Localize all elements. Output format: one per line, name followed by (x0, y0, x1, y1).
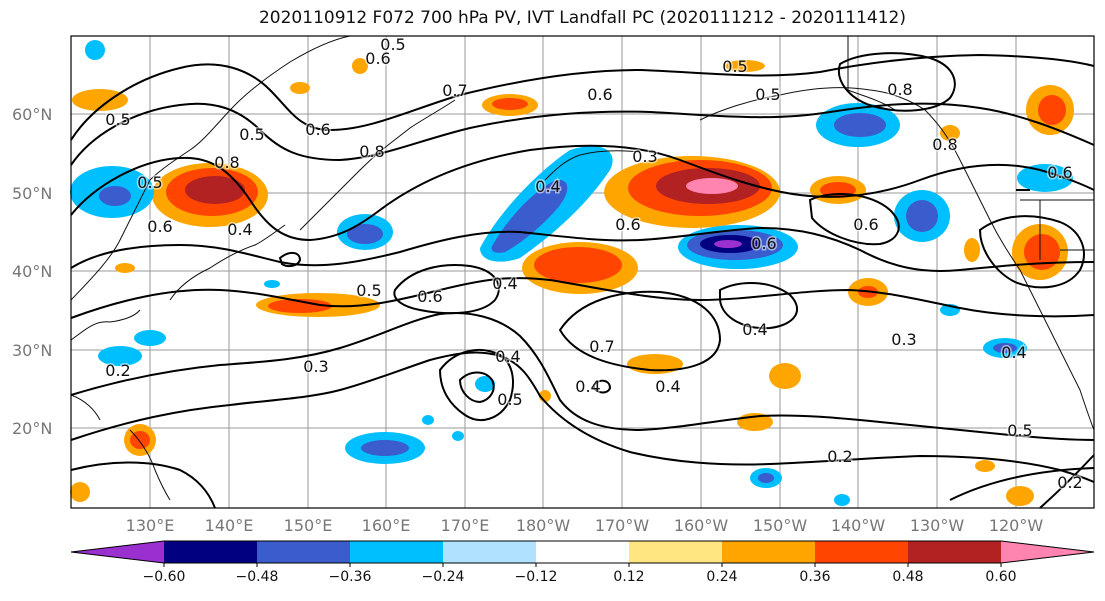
colorbar-segment (722, 541, 816, 563)
colorbar-tick-label: −0.48 (236, 569, 279, 585)
contour-label: 0.3 (891, 330, 916, 349)
gridlines (71, 36, 1094, 508)
lon-label-160w: 160°W (674, 516, 729, 535)
colorbar-segment (815, 541, 909, 563)
contour-label: 0.7 (589, 337, 614, 356)
colorbar-segment (71, 541, 164, 563)
colorbar-segment (536, 541, 630, 563)
contour-label: 0.8 (214, 153, 239, 172)
lon-label-140e: 140°E (205, 516, 254, 535)
contour-label: 0.6 (853, 215, 878, 234)
colorbar-tick-label: −0.36 (329, 569, 372, 585)
contour-label: 0.6 (615, 215, 640, 234)
lon-label-130w: 130°W (910, 516, 965, 535)
colorbar-segment (908, 541, 1002, 563)
contour-label: 0.4 (495, 347, 520, 366)
contour-label: 0.6 (751, 234, 776, 253)
latitude-labels: 60°N 50°N 40°N 30°N 20°N (12, 105, 52, 438)
map-title: 2020110912 F072 700 hPa PV, IVT Landfall… (258, 8, 906, 28)
colorbar-tick-label: −0.60 (143, 569, 186, 585)
lat-label-20n: 20°N (12, 419, 52, 438)
contour-label: 0.6 (1047, 163, 1072, 182)
lon-label-170e: 170°E (441, 516, 490, 535)
contour-label: 0.6 (365, 49, 390, 68)
lon-label-180w: 180°W (516, 516, 571, 535)
pv-contours (70, 52, 1095, 509)
lon-label-150e: 150°E (284, 516, 333, 535)
contour-label: 0.6 (147, 217, 172, 236)
contour-labels: 0.50.60.70.50.80.50.60.8 0.30.40.60.50.6 0… (104, 34, 1084, 494)
contour-label: 0.8 (932, 135, 957, 154)
contour-label: 0.6 (417, 287, 442, 306)
colorbar-tick-label: 0.36 (799, 569, 830, 585)
lon-label-140w: 140°W (831, 516, 886, 535)
contour-label: 0.6 (587, 85, 612, 104)
contour-label: 0.3 (303, 357, 328, 376)
colorbar-tick-label: 0.24 (706, 569, 737, 585)
contour-label: 0.7 (442, 81, 467, 100)
colorbar-segment (164, 541, 258, 563)
colorbar-tick-label: 0.48 (892, 569, 923, 585)
map-frame (70, 35, 1095, 509)
colorbar-segment (629, 541, 723, 563)
contour-label: 0.8 (887, 80, 912, 99)
contour-label: 0.5 (105, 110, 130, 129)
contour-label: 0.2 (105, 361, 130, 380)
colorbar-tick-label: −0.24 (422, 569, 465, 585)
lon-label-170w: 170°W (595, 516, 650, 535)
contour-label: 0.4 (227, 220, 252, 239)
colorbar-tick-label: 0.12 (613, 569, 644, 585)
contour-label: 0.4 (655, 377, 680, 396)
contour-label: 0.5 (722, 57, 747, 76)
colorbar-segment (1001, 541, 1094, 563)
lon-label-150w: 150°W (753, 516, 808, 535)
contour-label: 0.6 (305, 120, 330, 139)
lat-label-30n: 30°N (12, 341, 52, 360)
colorbar-segment (257, 541, 351, 563)
longitude-labels: 130°E 140°E 150°E 160°E 170°E 180°W 170°… (126, 516, 1044, 535)
colorbar-tick-label: −0.12 (515, 569, 558, 585)
colorbar-tick-label: 0.60 (985, 569, 1016, 585)
contour-label: 0.5 (356, 281, 381, 300)
contour-label: 0.3 (632, 147, 657, 166)
contour-label: 0.4 (742, 320, 767, 339)
colorbar-ticks: −0.60 −0.48 −0.36 −0.24 −0.12 0.12 0.24 0.36 0.4… (143, 563, 1017, 585)
lon-label-160e: 160°E (362, 516, 411, 535)
lon-label-120w: 120°W (989, 516, 1044, 535)
colorbar (70, 540, 1095, 564)
contour-label: 0.5 (239, 125, 264, 144)
contour-label: 0.4 (1001, 343, 1026, 362)
lat-label-50n: 50°N (12, 184, 52, 203)
contour-label: 0.4 (492, 274, 517, 293)
contour-label: 0.5 (755, 85, 780, 104)
contour-label: 0.5 (380, 35, 405, 54)
colorbar-segment (350, 541, 444, 563)
colorbar-segment (443, 541, 537, 563)
contour-label: 0.4 (575, 377, 600, 396)
lon-label-130e: 130°E (126, 516, 175, 535)
contour-label: 0.5 (1007, 421, 1032, 440)
lat-label-60n: 60°N (12, 105, 52, 124)
contour-label: 0.5 (497, 390, 522, 409)
contour-label: 0.4 (535, 177, 560, 196)
contour-label: 0.2 (827, 447, 852, 466)
contour-label: 0.2 (1057, 473, 1082, 492)
contour-label: 0.8 (359, 142, 384, 161)
lat-label-40n: 40°N (12, 262, 52, 281)
contour-label: 0.5 (137, 173, 162, 192)
